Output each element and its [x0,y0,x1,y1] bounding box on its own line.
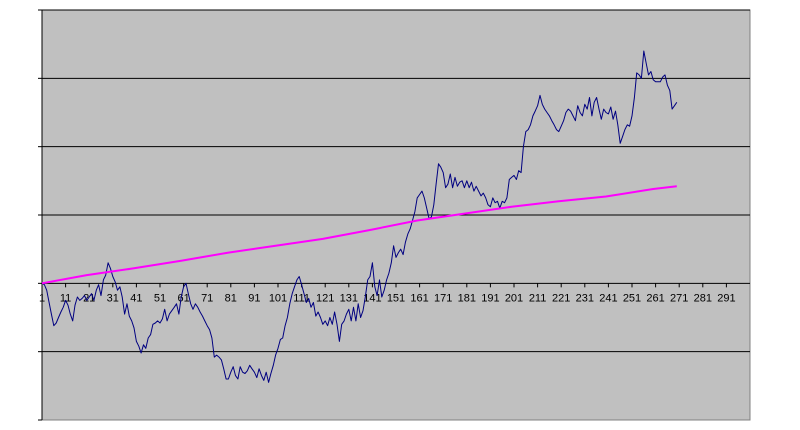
y-axis-ticks [38,9,42,421]
x-tick-label: 261 [646,292,664,304]
x-tick-label: 41 [130,292,142,304]
x-axis-ticks [41,283,727,288]
x-tick-label: 31 [107,292,119,304]
x-tick-label: 121 [316,292,334,304]
x-tick-label: 161 [410,292,428,304]
x-tick-label: 151 [387,292,405,304]
x-tick-label: 221 [552,292,570,304]
x-tick-label: 51 [154,292,166,304]
x-tick-label: 251 [623,292,641,304]
x-tick-label: 111 [293,292,310,304]
x-tick-label: 231 [576,292,594,304]
x-tick-label: 271 [670,292,688,304]
x-tick-label: 1 [39,292,45,304]
x-tick-label: 181 [458,292,476,304]
series-layer [41,50,678,383]
gridlines [42,9,750,353]
x-tick-label: 11 [60,292,71,304]
x-tick-label: 61 [177,292,189,304]
x-tick-label: 191 [481,292,499,304]
x-axis-tick-labels: 1 11 21 31 41 51 61 71 81 91 101 111 121 131 141 151 161… [39,292,736,304]
x-tick-label: 171 [434,292,452,304]
x-tick-label: 281 [694,292,712,304]
x-tick-label: 291 [717,292,735,304]
x-tick-label: 91 [248,292,260,304]
x-tick-label: 81 [225,292,237,304]
series-line-1 [41,50,678,383]
series-line-2 [41,185,677,285]
x-tick-label: 71 [201,292,213,304]
x-tick-label: 201 [505,292,523,304]
x-tick-label: 101 [269,292,287,304]
x-tick-label: 211 [529,292,547,304]
x-tick-label: 241 [599,292,617,304]
x-tick-label: 131 [340,292,358,304]
